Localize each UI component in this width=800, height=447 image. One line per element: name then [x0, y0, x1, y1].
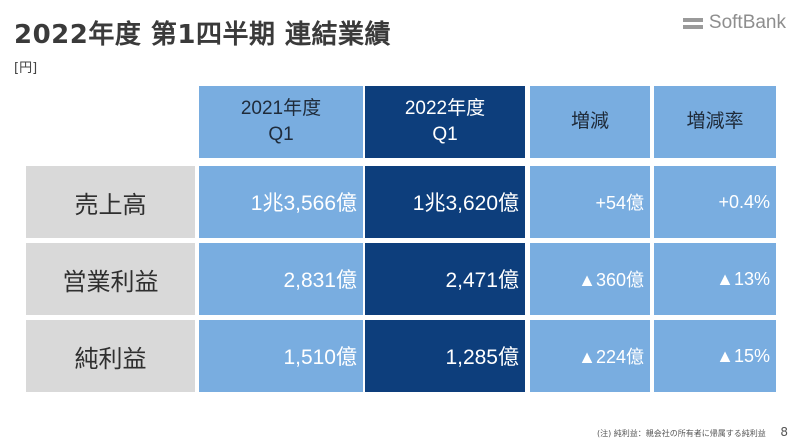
cell-revenue-curr: 1兆3,620億 [365, 166, 525, 238]
cell-operating-income-curr: 2,471億 [365, 243, 525, 315]
cell-net-income-curr: 1,285億 [365, 320, 525, 392]
header-curr-year-line2: Q1 [432, 124, 458, 145]
cell-operating-income-prev: 2,831億 [199, 243, 363, 315]
cell-operating-income-change: ▲360億 [530, 243, 650, 315]
cell-revenue-change: +54億 [530, 166, 650, 238]
logo-bars-icon [682, 17, 703, 29]
cell-revenue-prev: 1兆3,566億 [199, 166, 363, 238]
cell-net-income-prev: 1,510億 [199, 320, 363, 392]
page-title: 2022年度 第1四半期 連結業績 [14, 20, 392, 50]
header-prev-year-line1: 2021年度 [240, 98, 322, 120]
cell-net-income-rate: ▲15% [654, 320, 776, 392]
footnote: (注) 純利益：親会社の所有者に帰属する純利益 [597, 429, 766, 438]
logo-text: SoftBank [708, 12, 786, 33]
unit-label: [円] [14, 61, 38, 76]
row-label-operating-income: 営業利益 [26, 243, 195, 315]
header-change-label: 増減 [570, 111, 609, 133]
row-label-revenue: 売上高 [26, 166, 195, 238]
header-prev-year: 2021年度 Q1 [199, 86, 363, 158]
header-change: 増減 [530, 86, 650, 158]
cell-revenue-rate: +0.4% [654, 166, 776, 238]
header-curr-year-line1: 2022年度 [404, 98, 486, 120]
header-rate-label: 増減率 [686, 111, 744, 133]
cell-operating-income-rate: ▲13% [654, 243, 776, 315]
cell-net-income-change: ▲224億 [530, 320, 650, 392]
header-prev-year-line2: Q1 [268, 124, 294, 145]
page-number: 8 [780, 425, 788, 439]
row-label-net-income: 純利益 [26, 320, 195, 392]
header-rate: 増減率 [654, 86, 776, 158]
header-curr-year: 2022年度 Q1 [365, 86, 525, 158]
softbank-logo: SoftBank [682, 12, 786, 34]
